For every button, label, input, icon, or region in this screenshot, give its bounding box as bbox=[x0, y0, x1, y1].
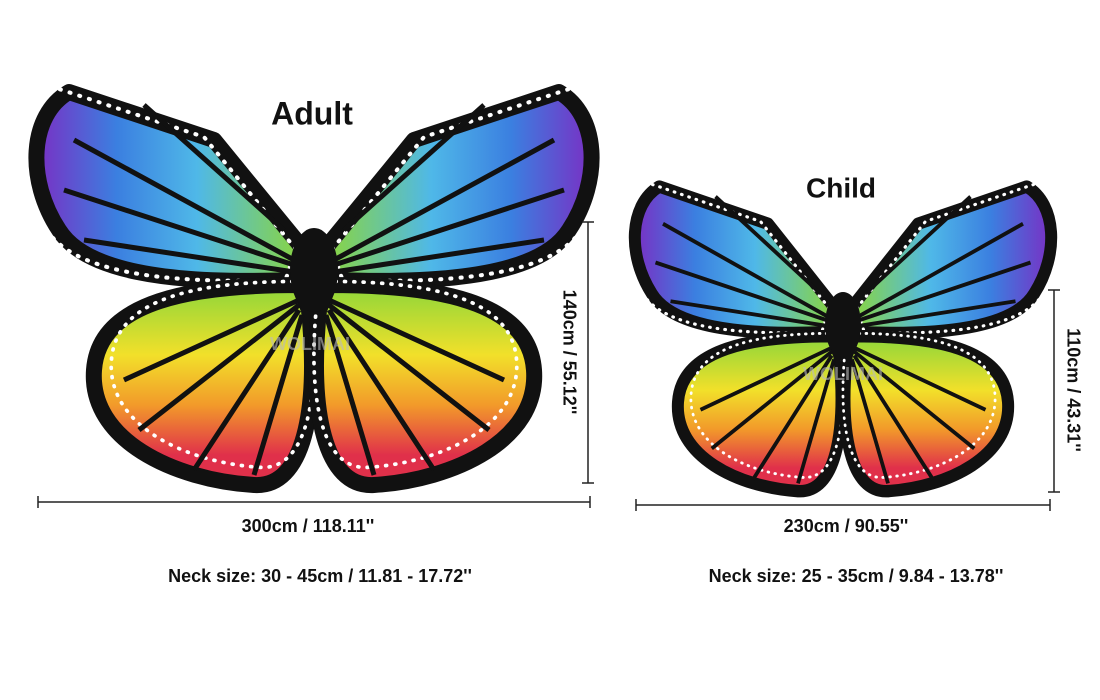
child-dimensions bbox=[635, 289, 1060, 511]
width-label: 230cm / 90.55'' bbox=[784, 516, 909, 536]
child-wings bbox=[625, 183, 1062, 491]
neck-size: Neck size: 25 - 35cm / 9.84 - 13.78'' bbox=[709, 566, 1004, 586]
watermark: WOLIMAI bbox=[270, 334, 350, 354]
neck-size: Neck size: 30 - 45cm / 11.81 - 17.72'' bbox=[168, 566, 472, 586]
adult-title: Adult bbox=[271, 95, 353, 131]
adult-wings bbox=[23, 88, 605, 485]
height-label: 140cm / 55.12'' bbox=[559, 290, 579, 415]
height-label: 110cm / 43.31'' bbox=[1063, 328, 1083, 452]
watermark: WOLIMAI bbox=[803, 364, 883, 384]
width-label: 300cm / 118.11'' bbox=[242, 516, 375, 536]
adult-dimensions bbox=[37, 221, 594, 508]
child-title: Child bbox=[806, 172, 876, 203]
